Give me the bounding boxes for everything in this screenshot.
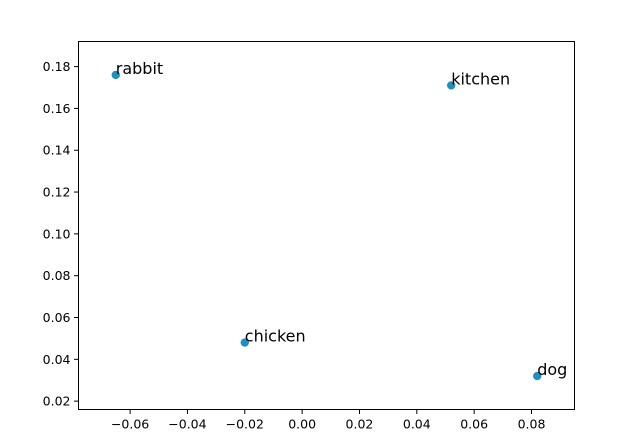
y-tick-label: 0.10	[43, 226, 71, 241]
x-tick-label: 0.08	[518, 417, 546, 432]
point-marker-chicken	[240, 338, 249, 347]
x-tick-label: 0.04	[403, 417, 431, 432]
y-tick-label: 0.06	[43, 310, 71, 325]
x-tick-label: 0.06	[460, 417, 488, 432]
point-label-rabbit: rabbit	[116, 59, 163, 78]
point-label-chicken: chicken	[245, 327, 306, 346]
point-label-dog: dog	[537, 360, 567, 379]
y-tick-label: 0.02	[43, 394, 71, 409]
x-axis: −0.06 −0.04 −0.02 0.00 0.02 0.04 0.06 0.08	[111, 409, 546, 432]
point-marker-rabbit	[111, 70, 120, 80]
point-marker-dog	[533, 371, 542, 381]
x-tick-label: 0.00	[288, 417, 316, 432]
point-marker-kitchen	[447, 81, 456, 90]
y-tick-label: 0.04	[43, 352, 71, 367]
y-tick-label: 0.18	[43, 59, 71, 74]
y-tick-label: 0.12	[43, 185, 71, 200]
x-tick-label: 0.02	[346, 417, 374, 432]
y-tick-label: 0.16	[43, 101, 71, 116]
x-tick-label: −0.02	[226, 417, 264, 432]
x-tick-label: −0.06	[111, 417, 149, 432]
x-tick-label: −0.04	[168, 417, 206, 432]
y-tick-label: 0.08	[43, 268, 71, 283]
y-tick-label: 0.14	[43, 143, 71, 158]
data-points: rabbit kitchen chicken dog	[111, 59, 567, 381]
point-label-kitchen: kitchen	[451, 69, 510, 88]
y-axis: 0.02 0.04 0.06 0.08 0.10 0.12 0.14 0.16 0.18	[43, 59, 79, 409]
axes-frame	[78, 41, 575, 410]
